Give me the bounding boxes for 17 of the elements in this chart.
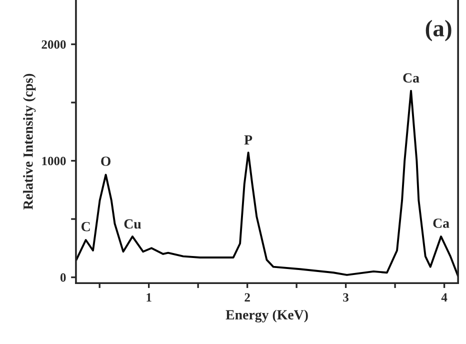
y-tick-label: 1000	[42, 156, 66, 166]
annotation: Ca	[403, 73, 420, 83]
y-tick-label: 0	[60, 273, 66, 282]
annotation: P	[244, 135, 252, 144]
annotation: (a)	[426, 20, 452, 42]
x-tick-label: 3	[343, 293, 349, 302]
annotation: Cu	[124, 219, 141, 229]
annotation: C	[81, 222, 90, 232]
x-axis-title: Energy (KeV)	[226, 310, 308, 322]
annotation: Ca	[433, 218, 450, 228]
x-tick-label: 4	[441, 293, 448, 302]
y-axis-title: Relative Intensity (cps)	[23, 74, 36, 210]
y-tick-label: 2000	[42, 40, 66, 49]
line-series	[76, 90, 458, 278]
annotation: O	[101, 156, 111, 166]
x-tick-label: 2	[244, 293, 250, 302]
x-tick-label: 1	[146, 293, 152, 302]
